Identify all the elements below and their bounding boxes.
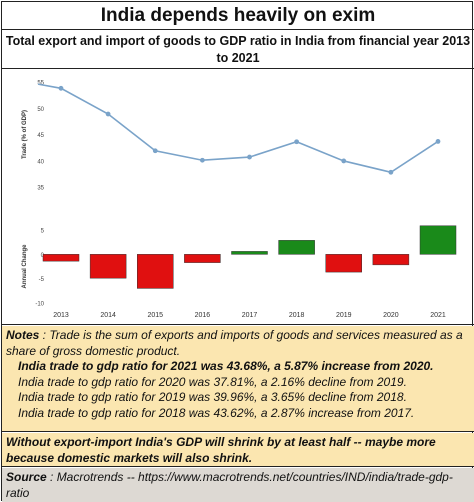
line-y-tick-label: 45 [37,133,44,139]
annual-change-bar [231,251,268,255]
trade-gdp-point [105,111,111,117]
note-2020: India trade to gdp ratio for 2020 was 37… [18,374,407,389]
line-y-axis-label: Trade (% of GDP) [22,110,28,159]
annual-change-bar [419,225,457,255]
x-tick-label: 2018 [289,312,305,319]
warning-text: Without export-import India's GDP will s… [2,433,474,467]
note-2021: India trade to gdp ratio for 2021 was 43… [18,359,434,373]
line-y-tick-label: 55 [37,81,44,87]
bar-y-tick-label: -10 [35,302,44,308]
bar-y-tick-label: -5 [39,277,45,283]
trade-gdp-point [152,148,158,154]
x-tick-label: 2019 [336,312,352,319]
trade-gdp-point [341,158,347,164]
notes-text: : Trade is the sum of exports and import… [6,328,463,358]
source-text: : Macrotrends -- https://www.macrotrends… [6,470,453,500]
bar-y-axis-label: Annual Change [22,244,28,289]
trade-gdp-point [435,139,441,144]
line-y-tick-label: 35 [37,186,44,192]
trade-chart: 35 40 45 50 55 Trade (% of GDP) -10 -5 0 5 Annual … [22,81,457,319]
line-y-tick-label: 40 [37,159,44,165]
bar-y-tick-label: 0 [41,253,45,259]
note-2019: India trade to gdp ratio for 2019 was 39… [18,390,407,404]
x-tick-label: 2016 [195,312,211,319]
annual-change-bar [372,254,410,266]
annual-change-bar [42,254,80,262]
x-tick-label: 2017 [242,312,258,319]
bar-y-tick-label: 5 [41,229,45,235]
annual-change-bar [89,254,127,279]
trade-gdp-point [294,139,300,145]
source-panel: Source : Macrotrends -- https://www.macr… [2,468,474,502]
line-y-tick-label: 50 [37,107,44,113]
source-label: Source [6,470,47,484]
chart-subtitle: Total export and import of goods to GDP … [2,31,474,69]
page-title: India depends heavily on exim [2,2,474,30]
annual-change-bar [137,254,174,289]
trade-gdp-point [247,154,252,160]
trade-gdp-point [388,169,394,175]
x-tick-label: 2015 [147,312,163,319]
note-2018: India trade to gdp ratio for 2018 was 43… [18,405,415,420]
notes-panel: Notes : Trade is the sum of exports and … [2,326,474,432]
notes-label: Notes [6,328,40,342]
trade-gdp-point [199,157,205,163]
x-tick-label: 2013 [53,312,69,319]
annual-change-bar [325,254,362,273]
annual-change-bar [278,240,315,255]
annual-change-bar [184,254,221,263]
x-tick-label: 2021 [430,312,446,319]
trade-gdp-line [37,83,439,174]
trade-gdp-point [58,85,64,91]
x-tick-label: 2014 [100,312,116,319]
x-tick-label: 2020 [383,312,399,319]
chart-area: 35 40 45 50 55 Trade (% of GDP) -10 -5 0 5 Annual … [2,70,474,325]
